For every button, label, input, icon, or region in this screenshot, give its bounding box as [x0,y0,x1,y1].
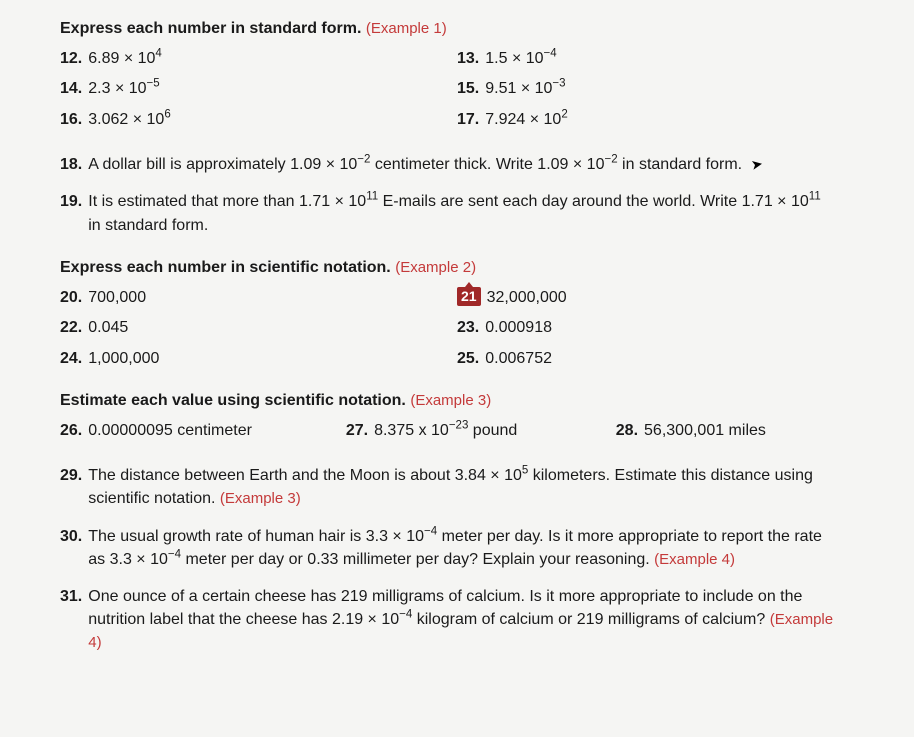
q19-text: It is estimated that more than 1.71 × 10… [88,190,834,236]
q30-example-link[interactable]: (Example 4) [654,551,735,568]
q26: 26. 0.00000095 centimeter [60,420,346,442]
q28-num: 28. [616,420,638,442]
section3-title: Estimate each value using scientific not… [60,392,854,410]
q17-text: 7.924 × 102 [485,109,567,131]
section2-title-text: Express each number in scientific notati… [60,259,391,276]
q16: 16. 3.062 × 106 [60,109,457,131]
q20-text: 700,000 [88,287,146,309]
q12-text: 6.89 × 104 [88,48,162,70]
q21: 21 32,000,000 [457,287,854,309]
q15-num: 15. [457,78,479,100]
q18: 18. A dollar bill is approximately 1.09 … [60,153,854,176]
row-26-27-28: 26. 0.00000095 centimeter 27. 8.375 x 10… [60,420,854,442]
q29-text: The distance between Earth and the Moon … [88,464,834,510]
q24-text: 1,000,000 [88,348,159,370]
q17: 17. 7.924 × 102 [457,109,854,131]
q31-text: One ounce of a certain cheese has 219 mi… [88,585,834,655]
section3-title-text: Estimate each value using scientific not… [60,392,406,409]
q27-num: 27. [346,420,368,442]
q25: 25. 0.006752 [457,348,854,370]
q28: 28. 56,300,001 miles [616,420,854,442]
row-14-15: 14. 2.3 × 10−5 15. 9.51 × 10−3 [60,78,854,100]
q22-text: 0.045 [88,317,128,339]
q21-text: 32,000,000 [487,287,567,309]
cursor-icon: ➤ [749,153,764,175]
q23-text: 0.000918 [485,317,552,339]
q30-text: The usual growth rate of human hair is 3… [88,525,834,571]
q29-example-link[interactable]: (Example 3) [220,490,301,507]
q25-num: 25. [457,348,479,370]
section1-title-text: Express each number in standard form. [60,20,361,37]
q12-num: 12. [60,48,82,70]
q20-num: 20. [60,287,82,309]
section1-title: Express each number in standard form. (E… [60,20,854,38]
q26-text: 0.00000095 centimeter [88,420,252,442]
row-12-13: 12. 6.89 × 104 13. 1.5 × 10−4 [60,48,854,70]
section1-example-link[interactable]: (Example 1) [366,20,447,37]
q31: 31. One ounce of a certain cheese has 21… [60,585,854,655]
q25-text: 0.006752 [485,348,552,370]
q20: 20. 700,000 [60,287,457,309]
q13-num: 13. [457,48,479,70]
q17-num: 17. [457,109,479,131]
q26-num: 26. [60,420,82,442]
q22-num: 22. [60,317,82,339]
q19: 19. It is estimated that more than 1.71 … [60,190,854,236]
q31-num: 31. [60,585,82,655]
q13-text: 1.5 × 10−4 [485,48,556,70]
q29-num: 29. [60,464,82,510]
row-24-25: 24. 1,000,000 25. 0.006752 [60,348,854,370]
q21-marker: 21 [457,287,481,307]
q23: 23. 0.000918 [457,317,854,339]
q15: 15. 9.51 × 10−3 [457,78,854,100]
row-20-21: 20. 700,000 21 32,000,000 [60,287,854,309]
q24: 24. 1,000,000 [60,348,457,370]
section3-example-link[interactable]: (Example 3) [410,392,491,409]
q29: 29. The distance between Earth and the M… [60,464,854,510]
q30: 30. The usual growth rate of human hair … [60,525,854,571]
q30-num: 30. [60,525,82,571]
q19-num: 19. [60,190,82,236]
q22: 22. 0.045 [60,317,457,339]
q23-num: 23. [457,317,479,339]
q14-text: 2.3 × 10−5 [88,78,159,100]
q27-text: 8.375 x 10−23 pound [374,420,517,442]
q14-num: 14. [60,78,82,100]
q15-text: 9.51 × 10−3 [485,78,565,100]
q24-num: 24. [60,348,82,370]
section2-example-link[interactable]: (Example 2) [395,259,476,276]
row-22-23: 22. 0.045 23. 0.000918 [60,317,854,339]
q16-num: 16. [60,109,82,131]
q18-num: 18. [60,153,82,176]
q27: 27. 8.375 x 10−23 pound [346,420,616,442]
q14: 14. 2.3 × 10−5 [60,78,457,100]
q13: 13. 1.5 × 10−4 [457,48,854,70]
q28-text: 56,300,001 miles [644,420,766,442]
q18-text: A dollar bill is approximately 1.09 × 10… [88,153,834,176]
row-16-17: 16. 3.062 × 106 17. 7.924 × 102 [60,109,854,131]
q12: 12. 6.89 × 104 [60,48,457,70]
q16-text: 3.062 × 106 [88,109,170,131]
section2-title: Express each number in scientific notati… [60,259,854,277]
